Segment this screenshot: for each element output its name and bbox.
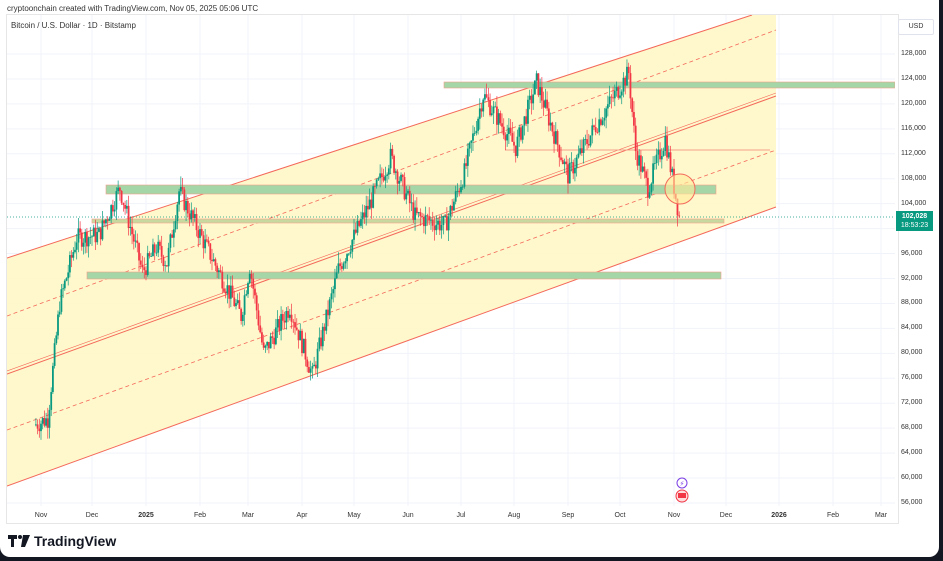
- price-tick: 92,000: [901, 275, 923, 282]
- time-tick: Jul: [456, 512, 466, 519]
- price-tick: 124,000: [901, 75, 927, 82]
- price-tick: 88,000: [901, 299, 923, 306]
- time-tick: Aug: [507, 512, 521, 519]
- chart-pane[interactable]: [6, 14, 899, 524]
- channel-middle-line-2: [7, 92, 777, 372]
- time-tick: 2025: [138, 512, 154, 519]
- last-price-value: 102,028: [901, 213, 928, 220]
- price-tick: 72,000: [901, 399, 923, 406]
- time-tick: Nov: [34, 512, 48, 519]
- price-tick: 116,000: [901, 125, 926, 132]
- channel-fill: [7, 15, 776, 486]
- time-tick: Nov: [667, 512, 681, 519]
- price-tick: 104,000: [901, 200, 927, 207]
- price-tick: 80,000: [901, 349, 923, 356]
- tradingview-logo-icon: [8, 535, 30, 547]
- time-tick: Sep: [561, 512, 575, 519]
- time-tick: Feb: [826, 512, 840, 519]
- price-tick: 76,000: [901, 374, 923, 381]
- time-tick: May: [347, 512, 361, 519]
- channel-upper-line: [7, 15, 753, 259]
- resistance-zone-124k: [443, 81, 895, 89]
- currency-button[interactable]: USD: [898, 19, 934, 35]
- price-tick: 56,000: [901, 499, 923, 506]
- candles: [35, 59, 681, 440]
- credit-text: cryptoonchain created with TradingView.c…: [7, 4, 259, 13]
- tradingview-logo-text: TradingView: [34, 533, 117, 549]
- price-tick: 60,000: [901, 474, 923, 481]
- tradingview-logo[interactable]: TradingView: [8, 533, 116, 549]
- channel-middle-line: [7, 95, 777, 375]
- channel-lower-line: [7, 206, 777, 487]
- bar-countdown: 18:53:23: [900, 222, 929, 229]
- support-zone-106k: [105, 184, 717, 195]
- last-price-label: 102,028 18:53:23: [896, 211, 933, 231]
- channel-upper-quarter-dashed: [7, 29, 777, 317]
- price-tick: 84,000: [901, 324, 923, 331]
- price-tick: 64,000: [901, 449, 923, 456]
- support-zone-92k: [86, 271, 722, 280]
- symbol-title: Bitcoin / U.S. Dollar · 1D · Bitstamp: [11, 21, 136, 30]
- time-tick: Feb: [193, 512, 207, 519]
- earnings-event-icon[interactable]: [675, 489, 689, 503]
- time-tick: Dec: [85, 512, 99, 519]
- time-tick: Mar: [241, 512, 255, 519]
- time-tick: Jun: [402, 512, 414, 519]
- price-tick: 68,000: [901, 424, 923, 431]
- time-tick: Dec: [719, 512, 733, 519]
- price-tick: 120,000: [901, 100, 927, 107]
- price-tick: 112,000: [901, 150, 926, 157]
- support-zone-101k: [91, 218, 725, 224]
- price-tick: 128,000: [901, 50, 927, 57]
- time-tick: Oct: [614, 512, 626, 519]
- price-tick: 108,000: [901, 175, 927, 182]
- price-tick: 96,000: [901, 250, 923, 257]
- svg-text:⚡: ⚡: [680, 480, 685, 488]
- highlight-circle: [664, 173, 696, 205]
- time-tick: Apr: [296, 512, 308, 519]
- time-tick: Mar: [874, 512, 888, 519]
- dividend-event-icon[interactable]: ⚡: [676, 477, 688, 489]
- time-tick: 2026: [771, 512, 787, 519]
